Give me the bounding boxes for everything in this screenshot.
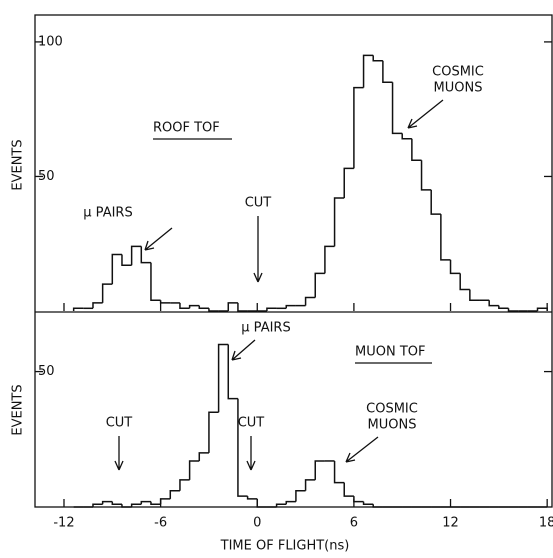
- histogram-bin: [285, 500, 296, 505]
- histogram-bin: [121, 504, 132, 508]
- histogram-bin: [140, 500, 151, 505]
- histogram-bin: [150, 262, 161, 301]
- annotation: CUT: [106, 416, 133, 431]
- arrow: [114, 436, 124, 471]
- histogram-bin: [304, 479, 316, 491]
- arrow: [253, 216, 263, 283]
- histogram-bin: [343, 482, 354, 497]
- x-tick-label: 0: [253, 516, 261, 531]
- annotation: MUONS: [434, 81, 483, 96]
- arrow: [345, 436, 379, 463]
- histogram-bin: [140, 246, 151, 264]
- histogram-bin: [72, 307, 84, 311]
- histogram-bin: [188, 304, 200, 309]
- histogram-bin: [324, 245, 335, 274]
- x-tick-label: -12: [53, 516, 74, 531]
- histogram-bin: [314, 460, 325, 480]
- annotation: μ PAIRS: [83, 206, 132, 221]
- annotation: CUT: [245, 196, 272, 211]
- y-tick-label: 50: [38, 169, 55, 184]
- histogram-bin: [179, 479, 190, 491]
- histogram-bin: [449, 259, 461, 275]
- arrow: [144, 227, 173, 251]
- histogram-bin: [440, 214, 451, 261]
- annotation: COSMIC: [432, 65, 484, 80]
- x-axis-label: TIME OF FLIGHT(ns): [220, 539, 350, 554]
- histogram-bin: [391, 82, 403, 135]
- histogram-bin: [372, 504, 383, 508]
- histogram-bin: [420, 160, 432, 191]
- histogram-bin: [159, 498, 171, 505]
- histogram-bin: [198, 305, 209, 310]
- histogram-bin: [536, 307, 548, 311]
- annotation: COSMIC: [366, 402, 418, 417]
- histogram-bin: [266, 307, 277, 311]
- histogram-bin: [188, 460, 200, 480]
- histogram-bin: [237, 302, 248, 312]
- histogram-bin: [295, 490, 306, 502]
- histogram-bin: [353, 86, 364, 169]
- y-axis-label: EVENTS: [11, 139, 26, 190]
- histogram-bin: [256, 498, 267, 508]
- histogram-bin: [208, 308, 219, 312]
- histogram-bin: [498, 305, 509, 310]
- annotation: CUT: [238, 416, 265, 431]
- histogram-bin: [121, 254, 132, 267]
- histogram-bin: [372, 55, 383, 62]
- histogram-bin: [150, 501, 161, 506]
- histogram-bin: [469, 289, 480, 301]
- histogram-bin: [488, 300, 499, 307]
- frame: [34, 14, 553, 508]
- annotation: MUONS: [368, 418, 417, 433]
- histogram-bin: [459, 273, 470, 291]
- x-tick-label: 12: [442, 516, 459, 531]
- histogram-bin: [159, 300, 171, 304]
- histogram-bin: [275, 503, 287, 507]
- x-tick-label: 6: [350, 516, 358, 531]
- histogram-bin: [101, 283, 113, 303]
- histogram-bin: [304, 296, 316, 306]
- histogram-bin: [208, 411, 219, 453]
- x-tick-label: -6: [154, 516, 167, 531]
- x-tick-label: 18: [539, 516, 553, 531]
- histogram-bin: [237, 398, 248, 497]
- histogram-bin: [353, 496, 364, 503]
- y-axis-label: EVENTS: [11, 384, 26, 435]
- y-tick-label: 100: [38, 34, 63, 49]
- y-tick-label: 50: [38, 364, 55, 379]
- histogram-bin: [92, 503, 103, 507]
- annotation: μ PAIRS: [241, 321, 290, 336]
- histogram-bin: [333, 460, 345, 484]
- arrow: [246, 436, 256, 471]
- histogram-bin: [217, 343, 229, 413]
- histogram-bin: [246, 496, 258, 500]
- histogram-bin: [411, 138, 422, 162]
- annotation: MUON TOF: [355, 345, 425, 360]
- histogram-bin: [285, 304, 296, 309]
- histogram-bin: [362, 501, 374, 506]
- annotation: ROOF TOF: [153, 121, 220, 136]
- histogram-bin: [227, 302, 238, 311]
- histogram-bin: [401, 133, 412, 140]
- histogram-bin: [362, 54, 374, 88]
- histogram-bin: [227, 344, 238, 400]
- histogram-bin: [314, 272, 325, 298]
- histogram-bin: [179, 302, 190, 310]
- arrow: [231, 339, 256, 361]
- histogram-bin: [198, 452, 209, 461]
- histogram-bin: [430, 189, 441, 215]
- histogram-bin: [169, 490, 180, 499]
- histogram-bin: [111, 501, 122, 506]
- histogram-bin: [111, 253, 122, 285]
- histogram-bin: [507, 308, 519, 312]
- histogram-bin: [382, 60, 393, 84]
- histogram-bin: [343, 167, 354, 198]
- arrow: [407, 99, 444, 129]
- histogram-bin: [101, 500, 113, 505]
- histogram-bin: [333, 197, 345, 247]
- histogram-bin: [130, 503, 142, 507]
- histogram-bin: [130, 245, 142, 266]
- histogram-bin: [92, 302, 103, 309]
